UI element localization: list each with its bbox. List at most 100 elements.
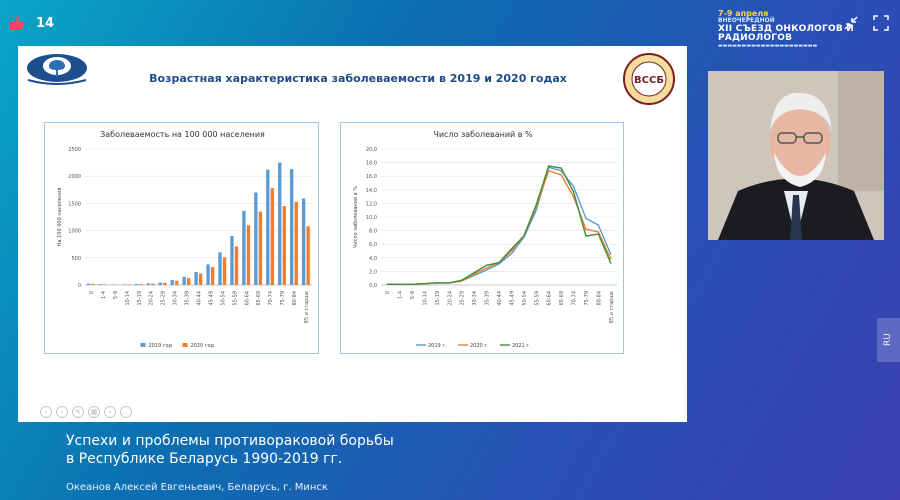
bar-2019-год-4 xyxy=(134,284,139,285)
bar-2020-год-0 xyxy=(91,283,95,285)
x-tick-label: 30-34 xyxy=(173,291,179,306)
presentation-slide: Возрастная характеристика заболеваемости… xyxy=(18,46,687,422)
bar-2020-год-10 xyxy=(210,267,215,285)
prev-slide-icon[interactable]: ‹ xyxy=(40,406,52,418)
bar-2019-год-9 xyxy=(194,271,198,285)
bar-2019-год-14 xyxy=(254,192,258,285)
x-tick-label: 40-44 xyxy=(197,291,203,306)
point-2-10 xyxy=(510,248,513,250)
fullscreen-icon[interactable] xyxy=(872,14,890,32)
x-tick-label: 35-39 xyxy=(485,291,491,306)
point-2-1 xyxy=(399,283,401,285)
bar-2019-год-0 xyxy=(86,283,91,285)
point-0-17 xyxy=(597,224,599,226)
speaker-name: Океанов Алексей Евгеньевич, Беларусь, г.… xyxy=(66,482,328,493)
series-line-1 xyxy=(387,169,612,286)
x-tick-label: 70-74 xyxy=(572,291,578,306)
x-tick-label: 60-64 xyxy=(244,291,250,306)
point-0-16 xyxy=(585,217,587,219)
slide-title: Возрастная характеристика заболеваемости… xyxy=(149,72,567,85)
legend-swatch xyxy=(140,343,146,347)
point-2-17 xyxy=(597,233,599,235)
legend-label: 2020 год xyxy=(191,343,215,349)
bar-2019-год-12 xyxy=(230,236,234,285)
point-2-0 xyxy=(386,283,388,285)
bar-2020-год-1 xyxy=(103,284,107,285)
bar-2020-год-9 xyxy=(198,273,203,285)
y-tick-label: 500 xyxy=(71,256,81,262)
point-0-7 xyxy=(473,274,475,277)
x-tick-label: 70-74 xyxy=(268,291,274,306)
y-tick-label: 1500 xyxy=(68,201,81,207)
thumbs-up-icon[interactable] xyxy=(8,14,28,32)
bar-2019-год-10 xyxy=(206,264,210,285)
point-2-16 xyxy=(585,235,587,237)
pen-icon[interactable]: ✎ xyxy=(72,406,84,418)
point-1-7 xyxy=(473,273,475,275)
x-tick-label: 55-59 xyxy=(232,291,238,306)
point-1-17 xyxy=(597,231,599,233)
chart-title: Заболеваемость на 100 000 населения xyxy=(100,130,265,139)
shrink-icon[interactable] xyxy=(842,14,860,32)
point-0-14 xyxy=(560,170,562,172)
slides-grid-icon[interactable]: ▦ xyxy=(88,406,100,418)
point-2-4 xyxy=(436,282,438,284)
bar-2019-год-16 xyxy=(278,162,282,285)
point-0-18 xyxy=(610,253,612,255)
point-1-10 xyxy=(510,250,513,252)
point-2-9 xyxy=(498,261,500,264)
language-badge[interactable]: RU xyxy=(877,318,900,362)
talk-caption: Успехи и проблемы противораковой борьбы … xyxy=(66,432,626,493)
seal-logo-icon: ВССБ xyxy=(622,52,676,106)
x-tick-label: 85 и старше xyxy=(304,291,310,323)
bar-chart-svg: Заболеваемость на 100 000 населения 0 500 1… xyxy=(57,130,312,349)
x-tick-label: 1-4 xyxy=(101,291,107,299)
line-chart-svg: Число заболеваний в % 0,0 2,0 4,0 6,0 8,0 10,0… xyxy=(352,130,617,349)
like-widget[interactable]: 14 xyxy=(8,14,54,32)
line-chart-percent: Число заболеваний в % 0,0 2,0 4,0 6,0 8,0 10,0… xyxy=(340,122,624,354)
tree-logo-icon xyxy=(24,52,90,88)
x-tick-label: 15-19 xyxy=(435,291,441,306)
zoom-icon[interactable]: ⌕ xyxy=(104,406,116,418)
x-tick-label: 80-84 xyxy=(596,291,602,306)
seal-logo-text: ВССБ xyxy=(634,75,664,86)
x-tick-label: 1-4 xyxy=(398,291,404,299)
legend-label: 2019 г. xyxy=(428,343,447,349)
like-count: 14 xyxy=(36,15,55,31)
x-tick-label: 60-64 xyxy=(547,291,553,306)
x-tick-label: 75-79 xyxy=(584,291,590,306)
y-tick-label: 2000 xyxy=(68,174,81,180)
event-sub-lines: ▬▬▬▬▬▬▬▬▬▬▬▬▬▬▬▬▬▬▬▬▬ xyxy=(718,42,818,49)
y-axis-label: На 100 000 населения xyxy=(57,188,63,247)
y-tick-label: 18,0 xyxy=(366,161,377,167)
series-line-2 xyxy=(387,165,612,286)
x-tick-label: 5-9 xyxy=(410,291,416,299)
bar-2019-год-3 xyxy=(122,284,127,285)
bar-2020-год-7 xyxy=(175,280,179,285)
bar-2020-год-5 xyxy=(151,283,155,285)
point-1-13 xyxy=(548,170,550,172)
bar-2019-год-5 xyxy=(146,283,150,285)
point-1-14 xyxy=(560,174,562,176)
x-tick-label: 10-14 xyxy=(125,291,131,306)
slide-toolbar: ‹ › ✎ ▦ ⌕ … xyxy=(40,406,132,418)
y-tick-label: 16,0 xyxy=(366,174,377,180)
x-tick-label: 50-54 xyxy=(220,291,226,306)
bar-2020-год-8 xyxy=(187,278,191,285)
y-tick-label: 20,0 xyxy=(366,147,377,153)
bar-2019-год-1 xyxy=(98,284,103,285)
bar-2020-год-18 xyxy=(306,226,310,285)
y-tick-label: 10,0 xyxy=(366,215,377,221)
bar-2020-год-4 xyxy=(139,284,143,285)
bar-2019-год-17 xyxy=(290,169,294,285)
y-axis-label: Число заболеваний в % xyxy=(352,186,359,248)
next-slide-icon[interactable]: › xyxy=(56,406,68,418)
y-tick-label: 0 xyxy=(78,283,81,289)
x-tick-label: 0 xyxy=(89,291,95,294)
point-2-13 xyxy=(548,165,550,167)
more-icon[interactable]: … xyxy=(120,406,132,418)
bar-2019-год-2 xyxy=(110,284,115,285)
x-tick-label: 5-9 xyxy=(113,291,119,299)
bar-2020-год-6 xyxy=(163,282,167,285)
point-1-16 xyxy=(585,228,587,230)
